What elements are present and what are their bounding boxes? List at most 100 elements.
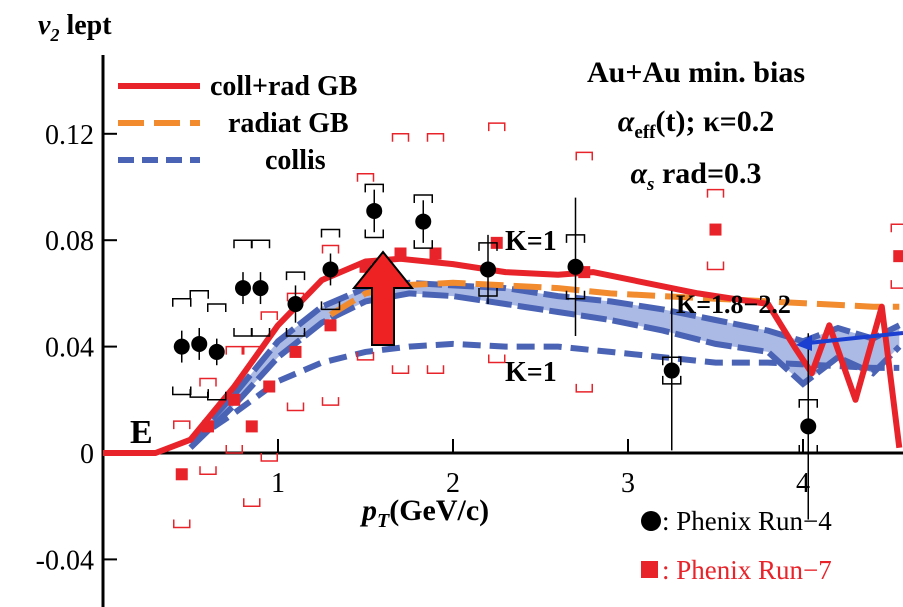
run7-marker [289,345,302,358]
run4-marker [208,343,225,360]
data-points [172,122,903,529]
run4-sys-upper [250,239,271,249]
run4-marker [287,296,304,313]
legend: coll+rad GB radiat GB collis [118,71,357,176]
run7-sys-lower [575,383,593,393]
run4-sys-lower [207,391,227,401]
run7-sys-upper [488,122,506,132]
run7-sys-lower [173,519,191,529]
run4-point [250,239,271,337]
k1-blue-label: K=1 [505,357,557,388]
run4-sys-upper [413,194,433,203]
run7-marker [228,393,241,406]
y-tick-label: 0.08 [45,226,94,257]
k-band-lower-line [188,290,902,450]
run7-sys-lower [243,498,261,507]
x-tick-label: 2 [446,468,460,499]
x-tick-label: 4 [796,468,810,499]
x-tick-label: 3 [621,468,635,499]
run4-point [478,234,498,305]
run4-sys-lower [364,229,384,239]
y-tick-label: 0 [80,439,94,470]
x-axis-title: pT(GeV/c) [359,494,489,532]
y-axis-title: v2 lept [38,10,112,45]
run4-marker [173,338,190,355]
y-tick-label: 0.04 [45,333,94,364]
run7-sys-upper [225,345,243,355]
run4-point [662,290,682,451]
run7-marker [245,420,258,433]
run4-sys-upper [285,271,306,281]
annotation-line-3: αs rad=0.3 [630,157,761,195]
legend-label-coll-rad: coll+rad GB [210,71,357,102]
run4-marker [235,280,251,297]
run7-sys-upper [199,377,217,387]
run7-point [173,420,191,529]
run4-sys-lower [250,327,271,337]
run4-sys-upper [233,239,253,249]
x-tick-label: 1 [271,468,285,499]
run7-marker [202,420,214,433]
run7-point [890,223,903,289]
run4-point [285,271,306,337]
run4-sys-upper [662,356,682,366]
run7-sys-upper [890,223,903,233]
run7-sys-upper [321,244,340,254]
legend-marker-run4 [641,511,661,531]
run4-marker [663,362,680,379]
run7-sys-lower [890,280,903,289]
legend-label-collis: collis [265,145,326,176]
run4-sys-lower [565,290,586,300]
run7-sys-upper [260,311,278,321]
k-band-region [188,279,902,450]
run4-point [320,228,341,311]
run7-sys-upper [575,151,593,161]
run4-marker [800,418,817,435]
run4-sys-lower [662,375,682,385]
run4-sys-lower [189,389,209,398]
run7-point [391,133,410,374]
run7-sys-lower [260,452,278,462]
run4-point [565,197,586,336]
run7-marker [324,319,337,332]
run4-sys-lower [233,327,253,337]
y-tick-label: -0.04 [36,545,94,576]
run4-marker [480,261,496,278]
run4-marker [415,213,432,230]
run7-sys-lower [426,365,445,374]
run4-marker [322,261,339,278]
legend-marker-run7 [641,561,658,578]
y-tick-label: 0.12 [45,120,94,151]
axis-ticks: 1 2 3 4 0.12 0.08 0.04 0 -0.04 [36,120,810,577]
run7-sys-upper [391,133,410,142]
run4-sys-upper [565,234,586,243]
annotation-line-2: αeff(t); κ=0.2 [618,105,774,143]
run4-point [413,194,433,249]
run7-sys-lower [225,445,243,454]
run4-point [364,183,384,239]
run4-sys-upper [172,297,192,307]
legend-label-radiat: radiat GB [228,108,349,139]
data-legend: : Phenix Run−4 : Phenix Run−7 [641,506,832,585]
run7-sys-upper [173,420,191,430]
collis-curve [188,340,900,445]
run7-sys-lower [356,351,375,361]
corner-label: E [130,414,153,451]
run4-sys-lower [285,327,306,337]
run4-sys-upper [189,289,209,299]
run7-marker [893,250,903,263]
run4-point [172,297,192,396]
run4-sys-upper [798,399,818,408]
run4-sys-lower [413,240,433,249]
run7-point [321,244,340,406]
run7-marker [429,247,442,260]
run7-point [199,377,217,476]
k1-red-label: K=1 [505,226,557,257]
run4-sys-lower [798,445,818,454]
run4-sys-lower [320,301,341,311]
run7-point [706,188,725,271]
run4-marker [191,335,208,352]
run7-sys-lower [321,397,340,406]
k-band-label: K=1.8−2.2 [676,290,791,319]
